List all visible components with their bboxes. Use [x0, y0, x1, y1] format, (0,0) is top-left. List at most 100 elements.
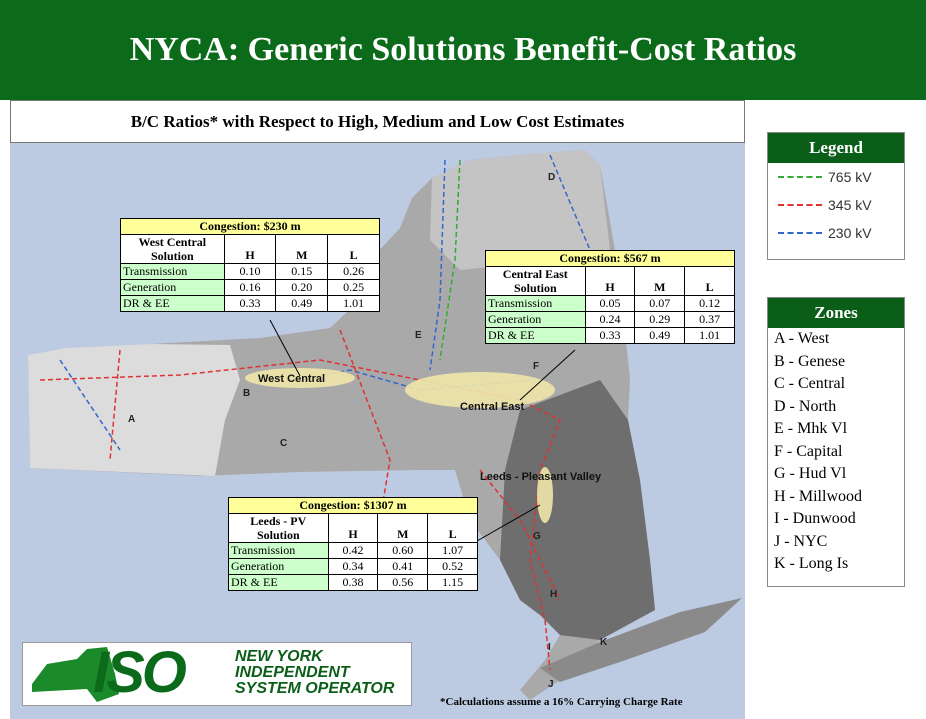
table-row: Generation 0.24 0.29 0.37	[485, 311, 735, 328]
column-header: L	[684, 266, 735, 296]
zone-item: A - West	[774, 330, 830, 347]
congestion-table: Congestion: $230 m West Central Solution H…	[120, 218, 380, 312]
column-header: M	[275, 234, 329, 264]
ratio-value: 0.60	[377, 542, 429, 559]
zone-west	[28, 344, 240, 476]
solution-header: West Central Solution	[120, 234, 225, 264]
zone-item: F - Capital	[774, 442, 843, 460]
congestion-table: Congestion: $567 m Central East Solution H…	[485, 250, 735, 344]
footnote: *Calculations assume a 16% Carrying Char…	[440, 696, 683, 708]
zones-box: Zones A - West B - Genese C - Central D - N…	[767, 297, 905, 587]
ratio-value: 1.07	[427, 542, 478, 559]
table-row: DR & EE 0.33 0.49 1.01	[485, 327, 735, 344]
zone-item: J - NYC	[774, 532, 828, 550]
zone-letter: H	[550, 589, 557, 600]
legend-label: 765 kV	[828, 169, 872, 185]
logo-mark: ISO	[93, 640, 187, 705]
ratio-value: 0.16	[223, 279, 277, 296]
ratio-value: 0.29	[634, 311, 686, 328]
line-230	[59, 154, 591, 451]
logo-line: NEW YORK	[235, 648, 323, 665]
area-highlight	[405, 372, 555, 408]
table-title-row: Congestion: $230 m	[120, 218, 380, 235]
ratio-value: 0.05	[584, 295, 636, 312]
ratio-value: 0.33	[584, 327, 636, 344]
table-title: Congestion: $230 m	[120, 218, 380, 235]
table-title-row: Congestion: $567 m	[485, 250, 735, 267]
long-island	[540, 598, 742, 682]
solution-header: Leeds - PV Solution	[228, 513, 329, 543]
zone-letter: J	[548, 679, 554, 690]
logo-line: INDEPENDENT	[235, 664, 350, 681]
solution-header: Central East Solution	[485, 266, 586, 296]
area-label: Central East	[460, 401, 525, 413]
column-header: L	[427, 513, 478, 543]
line-765	[439, 159, 461, 361]
column-header: M	[377, 513, 429, 543]
ratio-value: 0.07	[634, 295, 686, 312]
ratio-value: 0.42	[327, 542, 379, 559]
ratio-value: 0.26	[327, 263, 380, 280]
area-highlight	[537, 467, 553, 523]
callout	[269, 319, 301, 377]
legend-swatch	[778, 176, 822, 178]
table-header-row: Central East Solution H M L	[485, 266, 735, 296]
zone-letter: F	[533, 361, 539, 372]
zones-title: Zones	[768, 298, 904, 328]
row-label: Transmission	[120, 263, 225, 280]
zone-item: K - Long Is	[774, 555, 849, 572]
table-header-row: West Central Solution H M L	[120, 234, 380, 264]
map: A B C D E F G H I J K West Central Central East Leeds…	[28, 150, 742, 700]
legend-label: 345 kV	[828, 197, 872, 213]
ratio-value: 1.01	[327, 295, 380, 312]
table-title: Congestion: $567 m	[485, 250, 735, 267]
column-header: H	[223, 234, 277, 264]
table-row: Generation 0.16 0.20 0.25	[120, 279, 380, 296]
logo-state	[32, 647, 119, 702]
callout	[469, 504, 541, 546]
zone-item: E - Mhk Vl	[774, 420, 848, 437]
ratio-value: 1.01	[684, 327, 735, 344]
callout	[519, 349, 576, 401]
area-label: Leeds - Pleasant Valley	[480, 471, 602, 483]
zone-letter: A	[128, 414, 135, 425]
table-header-row: Leeds - PV Solution H M L	[228, 513, 478, 543]
ratio-value: 1.15	[427, 574, 478, 591]
legend-swatch	[778, 232, 822, 234]
ratio-value: 0.33	[223, 295, 277, 312]
table-row: Generation 0.34 0.41 0.52	[228, 558, 478, 575]
zone-item: G - Hud Vl	[774, 465, 847, 482]
row-label: Transmission	[228, 542, 329, 559]
ratio-value: 0.12	[684, 295, 735, 312]
ratio-value: 0.37	[684, 311, 735, 328]
ratio-value: 0.49	[275, 295, 329, 312]
zone-east	[500, 380, 655, 640]
logo: ISO NEW YORK INDEPENDENT SYSTEM OPERATOR	[22, 640, 412, 706]
ratio-value: 0.15	[275, 263, 329, 280]
zone-item: C - Central	[774, 375, 846, 392]
legend-item: 345 kV	[768, 191, 904, 219]
row-label: DR & EE	[228, 574, 329, 591]
zone-letter: K	[600, 637, 608, 648]
table-title: Congestion: $1307 m	[228, 497, 478, 514]
zone-item: B - Genese	[774, 352, 846, 370]
zone-letter: D	[548, 172, 555, 183]
zone-item: I - Dunwood	[774, 510, 856, 527]
area-label: West Central	[258, 373, 325, 385]
slide-title: NYCA: Generic Solutions Benefit-Cost Rat…	[0, 0, 926, 100]
map-panel: A B C D E F G H I J K West Central Central East Leeds…	[10, 100, 745, 719]
logo-text: NEW YORK INDEPENDENT SYSTEM OPERATOR	[235, 649, 394, 697]
zone-north	[430, 150, 610, 270]
congestion-table: Congestion: $1307 m Leeds - PV Solution H M…	[228, 497, 478, 591]
row-label: Transmission	[485, 295, 586, 312]
table-title-row: Congestion: $1307 m	[228, 497, 478, 514]
zone-letter: G	[533, 531, 541, 542]
line-345	[39, 329, 561, 671]
subtitle: B/C Ratios* with Respect to High, Medium…	[10, 100, 745, 143]
zone-letter: E	[415, 330, 422, 341]
row-label: DR & EE	[485, 327, 586, 344]
legend-item: 230 kV	[768, 219, 904, 247]
legend-title: Legend	[768, 133, 904, 163]
ratio-value: 0.25	[327, 279, 380, 296]
column-header: H	[327, 513, 379, 543]
